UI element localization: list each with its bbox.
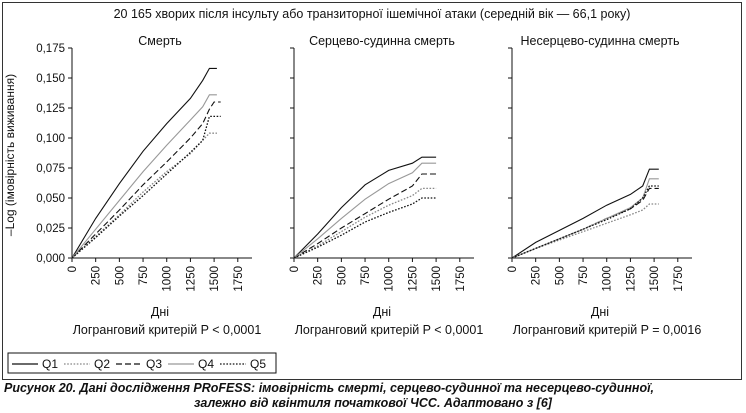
legend-box — [7, 352, 277, 374]
series-line-q1 — [293, 156, 437, 259]
logrank-text: Логранговий критерій P < 0,0001 — [73, 323, 262, 337]
x-tick-label: 0 — [507, 266, 519, 272]
x-tick-label: 1500 — [431, 266, 443, 292]
panel-2: Серцево-судинна смерть 0 250 500 750 1000 1250… — [289, 34, 483, 337]
legend-label-q4: Q4 — [198, 357, 214, 371]
legend-label-q5: Q5 — [250, 357, 266, 371]
x-tick-label: 750 — [578, 266, 590, 285]
caption-line-1: Рисунок 20. Дані дослідження PRoFESS: ім… — [4, 381, 655, 395]
x-tick-label: 250 — [313, 266, 325, 285]
x-tick-label: 1250 — [407, 266, 419, 292]
y-tick-label: 0,000 — [36, 253, 65, 265]
series-line-q1 — [511, 168, 659, 259]
figure-caption: Рисунок 20. Дані дослідження PRoFESS: ім… — [4, 381, 742, 411]
y-tick-label: 0,150 — [36, 73, 65, 85]
x-tick-label: 500 — [336, 266, 348, 285]
series-line-q4 — [293, 162, 437, 259]
legend-label-q3: Q3 — [146, 357, 162, 371]
y-tick-label: 0,025 — [36, 223, 65, 235]
y-tick-label: 0,175 — [36, 43, 65, 55]
x-tick-label: 1500 — [649, 266, 661, 292]
chart: 20 165 хворих після інсульту або транзит… — [3, 7, 701, 374]
y-tick-label: 0,050 — [36, 193, 65, 205]
series-line-q2 — [511, 203, 659, 259]
series-line-q5 — [293, 197, 437, 259]
legend: Q1 Q2 Q3 Q4 Q5 — [7, 352, 277, 374]
panels: Смерть 0 250 500 750 1000 1250 1500 1750 0,000 0,0… — [36, 34, 701, 337]
series-line-q4 — [511, 178, 659, 259]
caption-line-2: залежно від квінтиля початкової ЧСС. Ада… — [194, 396, 552, 410]
x-tick-label: 1500 — [209, 266, 221, 292]
series-line-q3 — [71, 101, 221, 259]
legend-label-q2: Q2 — [94, 357, 110, 371]
x-axis-label: Дні — [151, 305, 169, 319]
series-line-q4 — [71, 94, 217, 259]
x-tick-label: 250 — [91, 266, 103, 285]
panel-title: Серцево-судинна смерть — [309, 34, 455, 48]
logrank-text: Логранговий критерій P = 0,0016 — [513, 323, 702, 337]
panel-1: Смерть 0 250 500 750 1000 1250 1500 1750 0,000 0,0… — [36, 34, 261, 337]
x-tick-label: 1000 — [602, 266, 614, 292]
x-tick-label: 750 — [138, 266, 150, 285]
series-line-q3 — [511, 187, 659, 259]
panel-3: Несерцево-судинна смерть 0 250 500 750 1000 12… — [507, 34, 701, 337]
x-tick-label: 500 — [554, 266, 566, 285]
legend-label-q1: Q1 — [42, 357, 58, 371]
y-tick-label: 0,125 — [36, 103, 65, 115]
x-tick-label: 500 — [114, 266, 126, 285]
series-line-q3 — [293, 173, 437, 259]
y-tick-label: 0,075 — [36, 163, 65, 175]
series-line-q5 — [511, 185, 659, 259]
x-tick-label: 250 — [531, 266, 543, 285]
x-tick-label: 1750 — [673, 266, 685, 292]
x-tick-label: 1750 — [455, 266, 467, 292]
panel-title: Смерть — [138, 34, 182, 48]
series-line-q1 — [71, 67, 217, 259]
x-tick-label: 0 — [289, 266, 301, 272]
x-axis-label: Дні — [373, 305, 391, 319]
logrank-text: Логранговий критерій P < 0,0001 — [295, 323, 484, 337]
x-tick-label: 1000 — [162, 266, 174, 292]
x-axis-label: Дні — [591, 305, 609, 319]
x-tick-label: 1250 — [185, 266, 197, 292]
x-tick-label: 1250 — [625, 266, 637, 292]
x-tick-label: 0 — [67, 266, 79, 272]
y-tick-label: 0,100 — [36, 133, 65, 145]
x-tick-label: 1000 — [384, 266, 396, 292]
series-line-q2 — [71, 132, 217, 259]
figure-frame — [2, 2, 742, 380]
x-tick-label: 1750 — [233, 266, 245, 292]
chart-title: 20 165 хворих після інсульту або транзит… — [114, 7, 631, 21]
series-line-q2 — [293, 187, 437, 259]
series-line-q5 — [71, 115, 221, 259]
x-tick-label: 750 — [360, 266, 372, 285]
panel-title: Несерцево-судинна смерть — [520, 34, 679, 48]
y-axis-label: –Log (імовірність виживання) — [3, 74, 17, 236]
